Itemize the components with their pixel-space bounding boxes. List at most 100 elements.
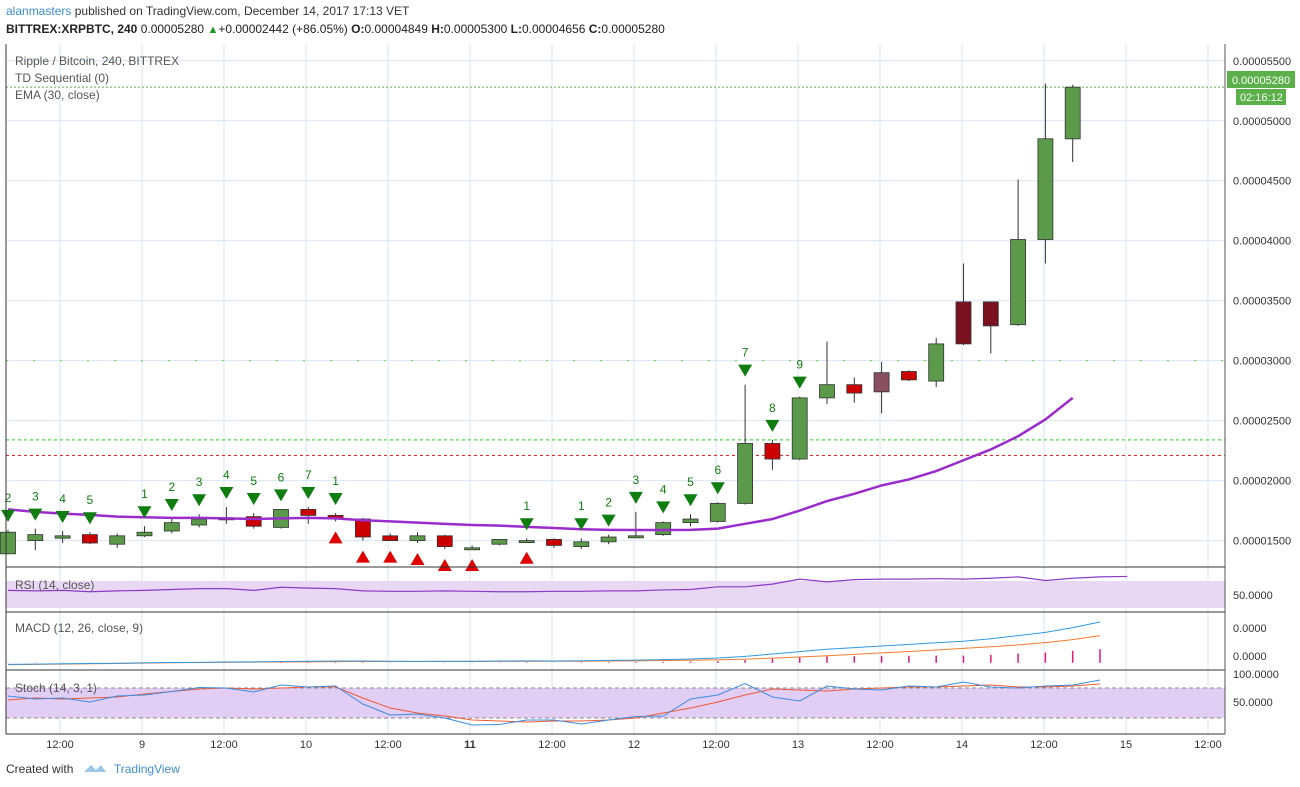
candle-body: [300, 509, 317, 516]
time-tick-label: 13: [792, 739, 804, 751]
td-count-label: 1: [523, 499, 530, 513]
high-value: 0.00005300: [443, 22, 508, 36]
time-tick-label: 14: [956, 739, 968, 751]
td-count-label: 3: [633, 473, 640, 487]
price-tick-label: 0.00003000: [1233, 356, 1291, 368]
td-count-label: 2: [168, 480, 175, 494]
td-count-label: 1: [141, 487, 148, 501]
candle-body: [245, 516, 262, 527]
td-count-label: 1: [578, 499, 585, 513]
high-label: H:: [431, 22, 444, 36]
time-tick-label: 12:00: [1194, 739, 1222, 751]
level-lines: [6, 86, 1225, 457]
td-count-label: 9: [796, 358, 803, 372]
time-tick-label: 12:00: [210, 739, 238, 751]
ema-layer: [7, 396, 1074, 532]
td-up-arrow-icon: [437, 559, 452, 572]
td-down-arrow-icon: [164, 499, 179, 512]
td-down-arrow-icon: [574, 518, 589, 531]
candle-body: [982, 301, 999, 327]
macd-label: MACD (12, 26, close, 9): [15, 621, 143, 635]
price-tick-label: 0.00003500: [1233, 296, 1291, 308]
tradingview-link[interactable]: TradingView: [113, 762, 180, 776]
td-down-arrow-icon: [765, 419, 780, 432]
candle-body: [737, 443, 753, 504]
td-count-label: 3: [32, 490, 39, 504]
time-tick-label: 12:00: [702, 739, 730, 751]
td-down-arrow-icon: [301, 487, 316, 500]
close-label: C:: [588, 22, 602, 36]
td-down-arrow-icon: [601, 514, 616, 527]
candle-body: [846, 384, 863, 394]
time-tick-label: 11: [464, 739, 476, 751]
td-down-arrow-icon: [274, 489, 288, 502]
td-down-arrow-icon: [738, 364, 753, 377]
chart-legend: Ripple / Bitcoin, 240, BITTREX TD Sequen…: [15, 54, 179, 102]
time-tick-label: 9: [139, 739, 145, 751]
symbol-label: BITTREX:XRPBTC, 240: [6, 22, 138, 36]
time-tick-label: 10: [300, 739, 312, 751]
time-tick-label: 15: [1120, 739, 1132, 751]
legend-ema: EMA (30, close): [15, 88, 100, 102]
price-tick-label: 0.00005000: [1233, 116, 1291, 128]
low-value: 0.00004656: [521, 22, 586, 36]
candle-body: [409, 535, 426, 542]
indicator-panes: [5, 44, 1225, 735]
td-count-label: 2: [5, 491, 12, 505]
candle-body: [655, 522, 672, 536]
open-value: 0.00004849: [364, 22, 428, 36]
candle-body: [573, 541, 590, 548]
tradingview-logo-icon: [83, 762, 107, 777]
price-tick-label: 0.00004000: [1233, 236, 1291, 248]
candle-body: [709, 503, 726, 522]
td-count-label: 2: [605, 496, 612, 510]
rsi-label: RSI (14, close): [15, 578, 94, 592]
author-link[interactable]: alanmasters: [6, 4, 72, 18]
candle-body: [491, 539, 508, 545]
td-down-arrow-icon: [683, 494, 698, 507]
td-down-arrow-icon: [628, 491, 643, 504]
main-pane-bg: [6, 44, 1225, 567]
candle-body: [628, 535, 644, 539]
candle-body: [600, 536, 617, 543]
candle-body: [382, 535, 399, 542]
time-tick-label: 12:00: [866, 739, 894, 751]
td-up-arrow-icon: [355, 550, 370, 563]
td-count-label: 4: [660, 482, 667, 496]
candle-body: [191, 518, 208, 526]
price-badge-text: 0.00005280: [1232, 75, 1290, 87]
time-badge-bg: [1236, 89, 1286, 105]
time-tick-label: 12:00: [374, 739, 402, 751]
candle-body: [819, 384, 835, 399]
last-price: 0.00005280: [140, 22, 205, 36]
td-up-arrow-icon: [328, 531, 343, 544]
candle-body: [682, 518, 699, 524]
legend-title: Ripple / Bitcoin, 240, BITTREX: [15, 54, 179, 68]
td-up-arrow-icon: [465, 559, 480, 572]
td-up-arrow-icon: [410, 553, 425, 566]
time-tick-label: 12: [628, 739, 640, 751]
time-tick-label: 12:00: [1030, 739, 1058, 751]
td-down-arrow-icon: [192, 494, 207, 507]
candle-body: [27, 534, 44, 542]
td-count-label: 5: [250, 474, 257, 488]
candle-body: [163, 522, 180, 532]
macd-tick-lower: 0.0000: [1233, 651, 1267, 663]
td-up-arrow-icon: [519, 551, 534, 564]
rsi-tick: 50.0000: [1233, 590, 1273, 602]
candle-body: [518, 540, 535, 544]
stoch-tick-lower: 50.0000: [1233, 697, 1273, 709]
candle-body: [955, 301, 972, 345]
price-tick-label: 0.00005500: [1233, 56, 1291, 68]
td-down-arrow-icon: [328, 493, 343, 506]
td-down-arrow-icon: [519, 518, 534, 531]
td-count-label: 6: [278, 470, 285, 484]
stoch-k-line: [7, 679, 1101, 726]
time-tick-label: 12:00: [538, 739, 566, 751]
td-down-arrow-icon: [82, 512, 97, 525]
td-down-arrow-icon: [710, 482, 725, 495]
price-change: +0.00002442 (+86.05%): [218, 22, 348, 36]
price-badge-bg: [1227, 71, 1295, 88]
footer: Created with TradingView: [6, 762, 180, 777]
